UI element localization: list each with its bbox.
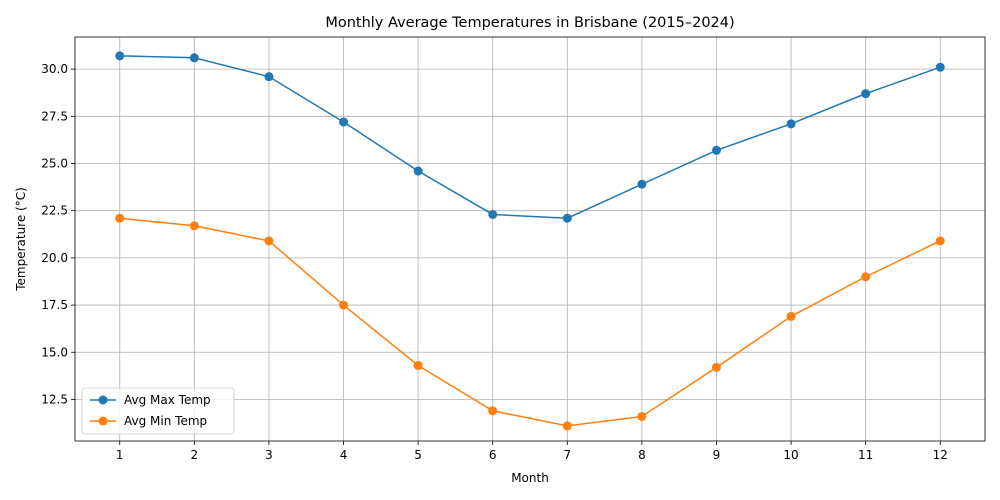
series-line [119, 55, 941, 219]
y-axis-label: Temperature (°C) [14, 187, 28, 292]
x-tick-label: 10 [783, 448, 798, 462]
data-point [189, 53, 199, 63]
series-line [119, 217, 941, 427]
data-point [189, 221, 199, 231]
data-point [413, 166, 423, 176]
data-point [264, 236, 274, 246]
y-tick-label: 27.5 [41, 109, 68, 123]
y-tick-label: 22.5 [41, 204, 68, 218]
data-point [488, 209, 498, 219]
legend: Avg Max Temp Avg Min Temp [81, 387, 235, 435]
plot-frame [74, 36, 986, 442]
series-avg-min-temp [115, 213, 945, 431]
data-point [339, 117, 349, 127]
data-point [562, 213, 572, 223]
x-tick-label: 8 [638, 448, 646, 462]
data-point [786, 119, 796, 129]
y-tick-label: 17.5 [41, 298, 68, 312]
y-tick-label: 30.0 [41, 62, 68, 76]
legend-item: Avg Min Temp [90, 414, 207, 428]
y-tick-label: 12.5 [41, 392, 68, 406]
x-tick-label: 9 [713, 448, 721, 462]
legend-label: Avg Min Temp [124, 414, 207, 428]
data-point [413, 360, 423, 370]
legend-marker [98, 395, 108, 405]
data-point [264, 72, 274, 82]
series-avg-max-temp [115, 51, 945, 223]
y-axis-ticks: 12.5 15.0 17.5 20.0 22.5 25.0 27.5 30.0 [41, 62, 75, 406]
data-point [115, 213, 125, 223]
x-axis-ticks: 1 2 3 4 5 6 7 8 9 10 11 12 [116, 441, 948, 462]
x-tick-label: 1 [116, 448, 124, 462]
data-point [935, 62, 945, 72]
y-tick-label: 20.0 [41, 251, 68, 265]
x-tick-label: 6 [489, 448, 497, 462]
data-point [339, 300, 349, 310]
chart-title: Monthly Average Temperatures in Brisbane… [325, 15, 734, 31]
x-tick-label: 12 [933, 448, 948, 462]
data-point [115, 51, 125, 61]
data-point [711, 145, 721, 155]
x-tick-label: 5 [414, 448, 422, 462]
x-tick-label: 2 [191, 448, 199, 462]
data-point [786, 311, 796, 321]
x-tick-label: 3 [265, 448, 273, 462]
x-axis-label: Month [511, 471, 549, 485]
x-tick-label: 4 [340, 448, 348, 462]
y-tick-label: 25.0 [41, 156, 68, 170]
legend-label: Avg Max Temp [124, 393, 211, 407]
x-tick-label: 11 [858, 448, 873, 462]
data-point [562, 421, 572, 431]
series-layer [115, 51, 945, 431]
legend-marker [98, 416, 108, 426]
legend-box [81, 387, 235, 435]
data-point [935, 236, 945, 246]
data-point [861, 89, 871, 99]
data-point [637, 411, 647, 421]
grid [75, 37, 985, 441]
x-tick-label: 7 [563, 448, 571, 462]
legend-item: Avg Max Temp [90, 393, 211, 407]
data-point [488, 406, 498, 416]
data-point [861, 272, 871, 282]
y-tick-label: 15.0 [41, 345, 68, 359]
data-point [637, 179, 647, 189]
data-point [711, 362, 721, 372]
